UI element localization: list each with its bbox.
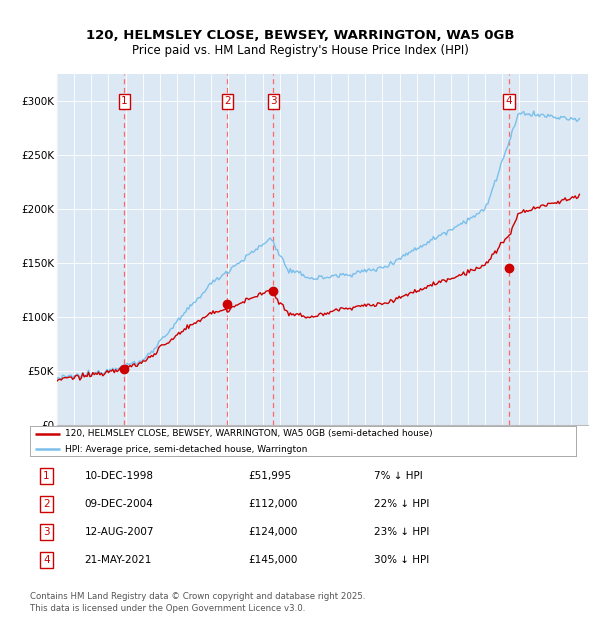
Text: Price paid vs. HM Land Registry's House Price Index (HPI): Price paid vs. HM Land Registry's House … bbox=[131, 45, 469, 57]
Text: £51,995: £51,995 bbox=[248, 471, 292, 481]
Text: 09-DEC-2004: 09-DEC-2004 bbox=[85, 499, 154, 509]
Text: 30% ↓ HPI: 30% ↓ HPI bbox=[374, 555, 429, 565]
Text: 12-AUG-2007: 12-AUG-2007 bbox=[85, 527, 154, 537]
Text: HPI: Average price, semi-detached house, Warrington: HPI: Average price, semi-detached house,… bbox=[65, 445, 308, 454]
Text: 22% ↓ HPI: 22% ↓ HPI bbox=[374, 499, 430, 509]
Text: 3: 3 bbox=[270, 96, 277, 107]
Text: 120, HELMSLEY CLOSE, BEWSEY, WARRINGTON, WA5 0GB: 120, HELMSLEY CLOSE, BEWSEY, WARRINGTON,… bbox=[86, 30, 514, 42]
Text: 23% ↓ HPI: 23% ↓ HPI bbox=[374, 527, 430, 537]
Text: £124,000: £124,000 bbox=[248, 527, 298, 537]
Text: 1: 1 bbox=[43, 471, 50, 481]
Text: 4: 4 bbox=[506, 96, 512, 107]
Text: 2: 2 bbox=[43, 499, 50, 509]
Text: 10-DEC-1998: 10-DEC-1998 bbox=[85, 471, 154, 481]
Text: 1: 1 bbox=[121, 96, 128, 107]
Text: 7% ↓ HPI: 7% ↓ HPI bbox=[374, 471, 423, 481]
Text: 21-MAY-2021: 21-MAY-2021 bbox=[85, 555, 152, 565]
Text: Contains HM Land Registry data © Crown copyright and database right 2025.
This d: Contains HM Land Registry data © Crown c… bbox=[30, 592, 365, 613]
Text: £112,000: £112,000 bbox=[248, 499, 298, 509]
Text: 4: 4 bbox=[43, 555, 50, 565]
Text: 2: 2 bbox=[224, 96, 230, 107]
Text: £145,000: £145,000 bbox=[248, 555, 298, 565]
Text: 120, HELMSLEY CLOSE, BEWSEY, WARRINGTON, WA5 0GB (semi-detached house): 120, HELMSLEY CLOSE, BEWSEY, WARRINGTON,… bbox=[65, 430, 433, 438]
Text: 3: 3 bbox=[43, 527, 50, 537]
